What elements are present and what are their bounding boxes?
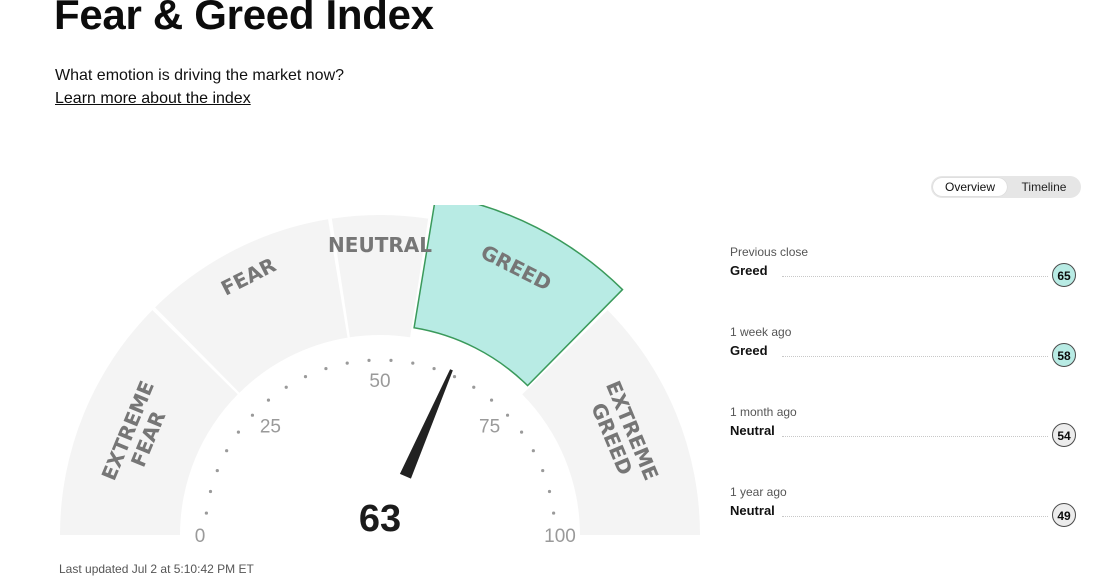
gauge-dot <box>389 358 393 362</box>
gauge-needle <box>399 369 453 479</box>
tick-label: 100 <box>544 526 576 547</box>
gauge-segment-neutral <box>331 215 429 338</box>
gauge-segments <box>60 205 700 535</box>
gauge-dot <box>250 413 255 417</box>
gauge-dot <box>204 511 208 515</box>
history-item-previous-close: Previous close Greed 65 <box>730 245 1076 305</box>
history-period: 1 month ago <box>730 405 797 419</box>
history-score-badge: 58 <box>1052 343 1076 367</box>
history-item-1-year: 1 year ago Neutral 49 <box>730 485 1076 545</box>
gauge-dot <box>489 398 494 402</box>
gauge-dot <box>452 375 457 379</box>
history-score-badge: 65 <box>1052 263 1076 287</box>
gauge-tick-labels: 0 25 50 75 100 <box>195 371 576 547</box>
gauge-dot <box>284 385 288 389</box>
tick-label: 50 <box>369 371 390 392</box>
gauge-dot <box>225 449 229 453</box>
learn-more-link[interactable]: Learn more about the index <box>55 90 251 107</box>
tick-label: 0 <box>195 526 206 547</box>
gauge-dot <box>547 489 552 494</box>
history-period: 1 year ago <box>730 485 787 499</box>
gauge-segment-fear <box>155 219 348 393</box>
history-score-badge: 49 <box>1052 503 1076 527</box>
gauge-dot <box>324 366 328 371</box>
history-period: Previous close <box>730 245 809 259</box>
tick-label: 75 <box>479 416 500 437</box>
history-score-badge: 54 <box>1052 423 1076 447</box>
history-rating: Neutral <box>730 503 775 518</box>
gauge-value: 63 <box>359 498 401 540</box>
gauge-dot <box>208 489 213 494</box>
gauge-dot <box>432 366 436 371</box>
overview-tab[interactable]: Overview <box>933 178 1007 196</box>
gauge-segment-extreme-greed <box>522 310 700 535</box>
page-title: Fear & Greed Index <box>54 0 434 38</box>
gauge-hub <box>314 469 446 555</box>
history-period: 1 week ago <box>730 325 792 339</box>
gauge-dot <box>303 375 308 379</box>
gauge-dot <box>215 468 219 473</box>
gauge-dot <box>472 385 476 389</box>
history-rating: Greed <box>730 263 768 278</box>
dotted-divider <box>782 516 1048 517</box>
timeline-tab[interactable]: Timeline <box>1021 180 1067 194</box>
gauge-dot <box>505 413 510 417</box>
history-item-1-week: 1 week ago Greed 58 <box>730 325 1076 385</box>
dotted-divider <box>782 436 1048 437</box>
history-item-1-month: 1 month ago Neutral 54 <box>730 405 1076 465</box>
gauge-segment-greed <box>413 205 624 387</box>
gauge-dot <box>519 430 524 434</box>
dotted-divider <box>782 276 1048 277</box>
gauge-dots <box>204 358 556 515</box>
gauge-dot <box>266 398 271 402</box>
history-rating: Neutral <box>730 423 775 438</box>
gauge-dot <box>531 449 535 453</box>
gauge-dot <box>552 511 556 515</box>
gauge-dot <box>367 358 371 362</box>
dotted-divider <box>782 356 1048 357</box>
gauge-dot <box>345 361 349 365</box>
page-subtitle: What emotion is driving the market now? <box>55 67 345 84</box>
gauge-dot <box>236 430 241 434</box>
last-updated: Last updated Jul 2 at 5:10:42 PM ET <box>59 562 254 576</box>
segment-label: NEUTRAL <box>328 233 432 257</box>
gauge-dot <box>411 361 415 365</box>
view-toggle: Overview Timeline <box>931 176 1081 198</box>
gauge-dot <box>541 468 545 473</box>
history-rating: Greed <box>730 343 768 358</box>
tick-label: 25 <box>260 416 281 437</box>
gauge-segment-extreme-fear <box>60 310 238 535</box>
